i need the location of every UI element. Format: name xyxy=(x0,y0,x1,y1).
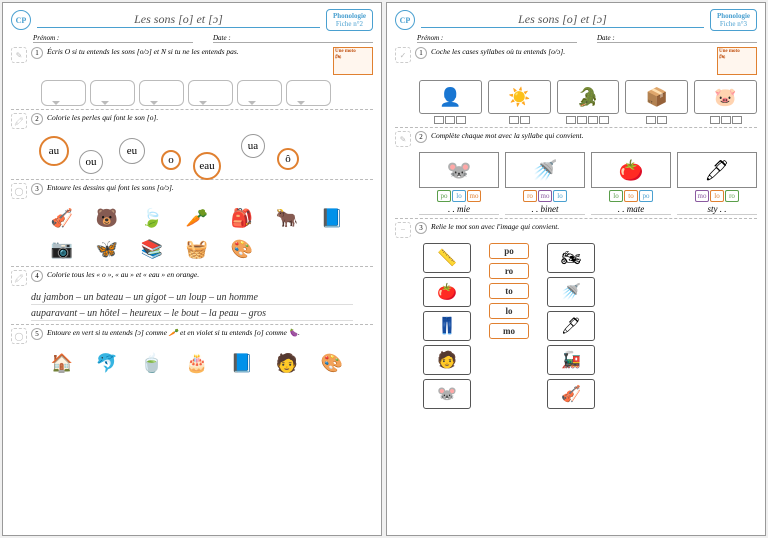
name-date-line: Prénom :Date : xyxy=(417,34,757,43)
crayon-icon: 🖍 xyxy=(11,270,27,286)
fiche-box: Phonologie Fiche n°3 xyxy=(710,9,757,31)
ex-number: 1 xyxy=(31,47,43,59)
crayon-icon: 🖍 xyxy=(11,113,27,129)
answer-boxes[interactable] xyxy=(41,80,373,106)
book-thumb: Une moto🏍 xyxy=(717,47,757,75)
word-line[interactable]: du jambon – un bateau – un gigot – un lo… xyxy=(31,291,353,305)
circle-icon: ◯ xyxy=(11,183,27,199)
instruction: Écris O si tu entends les sons [o/ɔ] et … xyxy=(47,47,329,56)
page-title: Les sons [o] et [ɔ] xyxy=(421,12,704,28)
pencil-icon: ✎ xyxy=(11,47,27,63)
fiche-box: Phonologie Fiche n°2 xyxy=(326,9,373,31)
worksheet-right: CP Les sons [o] et [ɔ] Phonologie Fiche … xyxy=(386,2,766,536)
page-title: Les sons [o] et [ɔ] xyxy=(37,12,320,28)
name-date-line: Prénom :Date : xyxy=(33,34,373,43)
level-badge: CP xyxy=(11,10,31,30)
worksheet-left: CP Les sons [o] et [ɔ] Phonologie Fiche … xyxy=(2,2,382,536)
complete-row[interactable]: 🐭polomo. . mie🚿romolo. . binet🍅lotopo. .… xyxy=(419,152,757,215)
match-area[interactable]: 📏🍅👖🧑🐭 porotolomo 🏍🚿🖊🚂🎻 xyxy=(423,243,757,409)
image-grid[interactable]: 🏠🐬🍵🎂📘🧑🎨 xyxy=(41,349,373,377)
pencil-icon: ✎ xyxy=(395,131,411,147)
check-icon: ✓ xyxy=(395,47,411,63)
syllable-check-row[interactable]: 👤☀️🐊📦🐷 xyxy=(419,80,757,124)
pearls[interactable]: auoueuoeauuaô xyxy=(31,134,353,176)
circle-icon: ◯ xyxy=(11,328,27,344)
image-grid[interactable]: 🎻🐻🍃🥕🎒🐂📘📷🦋📚🧺🎨 xyxy=(41,204,373,263)
level-badge: CP xyxy=(395,10,415,30)
line-icon: ⎯ xyxy=(395,222,411,238)
book-thumb: Une moto🏍 xyxy=(333,47,373,75)
word-line[interactable]: auparavant – un hôtel – heureux – le bou… xyxy=(31,307,353,321)
